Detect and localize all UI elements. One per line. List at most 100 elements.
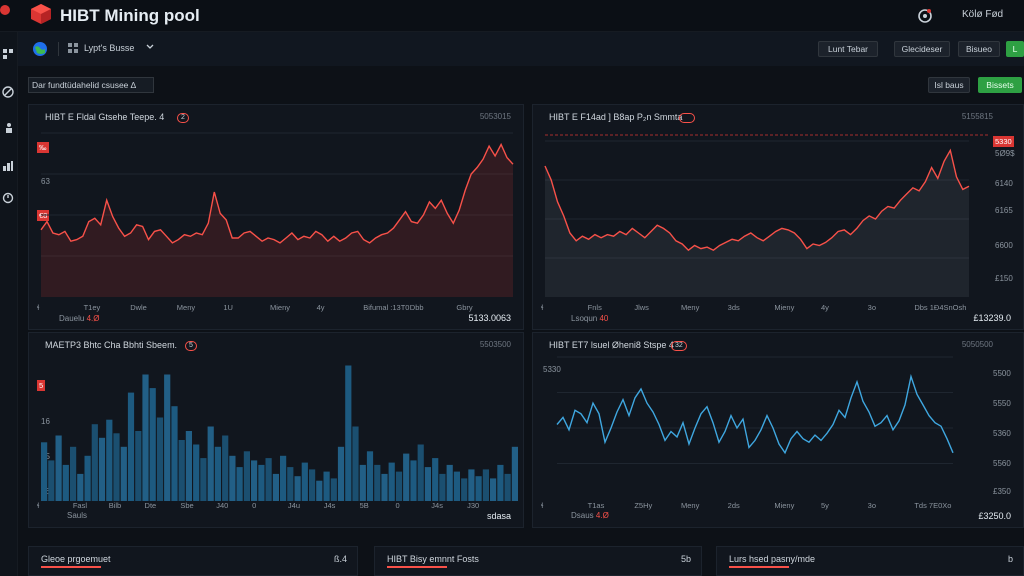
y-tick: 16 <box>41 417 50 426</box>
volume-bar <box>352 426 359 501</box>
panel-meta: 5503500 <box>479 340 511 349</box>
series-line <box>544 148 970 252</box>
volume-bar <box>149 388 156 501</box>
filter-bar: Dar fundtüdahelid csusee ∆ Isl baus Biss… <box>18 68 1024 102</box>
y-tick: 5360 <box>993 429 1011 438</box>
panel-badge: 2 <box>177 113 189 123</box>
volume-bar <box>171 406 178 501</box>
x-tick-label: T1ey <box>83 303 101 312</box>
x-tick-label: 3o <box>867 501 876 510</box>
volume-bar <box>330 478 337 501</box>
profile-link[interactable]: Kölø Fød <box>962 9 1004 20</box>
toolbar-button-4[interactable]: L <box>1006 41 1024 57</box>
x-tick-label: J4s <box>323 501 336 510</box>
volume-bar <box>359 464 366 501</box>
x-tick-label: J4u <box>287 501 301 510</box>
x-tick-label: 3o <box>867 303 876 312</box>
sidebar-compass-icon[interactable] <box>2 86 14 98</box>
volume-bar <box>446 464 453 501</box>
volume-bar <box>410 460 417 501</box>
chevron-down-icon[interactable] <box>146 43 154 51</box>
toolbar-button-3[interactable]: Bisueo <box>958 41 1000 57</box>
y-tick: 6165 <box>995 206 1013 215</box>
y-marker: ‰ <box>37 142 49 153</box>
x-tick-label: Dwle <box>130 303 147 312</box>
toolbar-divider <box>58 42 59 56</box>
volume-bar <box>468 469 475 501</box>
volume-bar <box>432 458 439 501</box>
globe-icon[interactable] <box>32 41 48 57</box>
filter-button-1[interactable]: Isl baus <box>928 77 970 93</box>
volume-bar <box>417 444 424 501</box>
y-tick: 63 <box>41 177 50 186</box>
x-tick-label: Dbb <box>409 303 424 312</box>
panel-footer: ɬ Fasl Bilb Dte Sbe J40 0 J4u J4s 5B 0 J4s J30 Sauls… <box>29 499 523 527</box>
sidebar-clock-icon[interactable] <box>2 192 14 204</box>
footer-value: sdasa <box>486 511 511 521</box>
volume-bar <box>178 440 185 501</box>
x-tick-label: Tds 7E0Xo <box>914 501 952 510</box>
settings-icon[interactable] <box>916 7 934 25</box>
volume-bar <box>41 442 48 501</box>
x-tick-label: ɬ <box>541 303 544 312</box>
sidebar-grid-icon[interactable] <box>2 48 14 60</box>
chart-panel-2: HIBT E F14ad ] B8ap P₂n Smmta 5155815 53… <box>532 104 1024 330</box>
x-tick-label: Fasl <box>72 501 88 510</box>
footer-sub-label: Lsoqun <box>571 314 598 323</box>
x-tick-label: Meny <box>681 501 700 510</box>
price-line-chart <box>544 134 989 297</box>
card-value: b <box>1007 554 1013 564</box>
card-underline <box>387 566 447 568</box>
x-tick-label: Mieny <box>774 303 795 312</box>
hashrate-line-chart <box>556 356 954 464</box>
volume-bar <box>113 433 120 501</box>
card-value: ß.4 <box>333 554 347 564</box>
volume-bar <box>403 453 410 501</box>
x-tick-label: Meny <box>681 303 700 312</box>
card-title: Gleoe prgoemuet <box>41 554 111 564</box>
y-tick: 5Ø9$ <box>995 149 1015 158</box>
volume-bar-chart <box>41 365 518 501</box>
footer-sub-change: 4.Ø <box>86 314 100 323</box>
filter-chip[interactable]: Dar fundtüdahelid csusee ∆ <box>28 77 154 93</box>
toolbar: Lypt's Busse Lunt Tebar Glecideser Bisue… <box>18 32 1024 66</box>
series-line <box>556 373 954 455</box>
panel-footer: ɬ T1ey Dwle Meny 1U Mieny 4y Bifumal :13T0 Dbb Gb… <box>29 301 523 329</box>
toolbar-button-1[interactable]: Lunt Tebar <box>818 41 878 57</box>
bottom-card-3[interactable]: Lurs hsed pasny/mde b <box>716 546 1024 576</box>
chart-panel-4: HIBT ET7 lsuel Øheni8 Stspe 4 32 5050500… <box>532 332 1024 528</box>
status-dot-icon <box>0 5 10 15</box>
volume-bar <box>301 462 308 501</box>
filter-button-2[interactable]: Bissets <box>978 77 1022 93</box>
volume-bar <box>323 471 330 501</box>
bottom-card-2[interactable]: HIBT Bisy emnnt Fosts 5b <box>374 546 702 576</box>
volume-bar <box>185 431 192 501</box>
panel-meta: 5050500 <box>961 340 993 349</box>
card-underline <box>41 566 101 568</box>
volume-bar <box>222 435 229 501</box>
volume-bar <box>265 458 272 501</box>
toolbar-button-2[interactable]: Glecideser <box>894 41 950 57</box>
footer-sub-label: Dauelu <box>59 314 85 323</box>
volume-bar <box>272 473 279 501</box>
sidebar-user-icon[interactable] <box>2 122 14 134</box>
volume-bar <box>200 458 207 501</box>
volume-bar <box>424 467 431 501</box>
x-tick-label: Z5Hy <box>634 501 653 510</box>
volume-bar <box>453 471 460 501</box>
volume-bar <box>62 464 69 501</box>
pool-select[interactable]: Lypt's Busse <box>84 43 135 53</box>
sidebar-chart-icon[interactable] <box>2 160 14 172</box>
x-tick-label: 0 <box>395 501 400 510</box>
volume-bar <box>106 419 113 501</box>
footer-sub: Dauelu 4.Ø <box>59 314 100 323</box>
volume-bar <box>309 469 316 501</box>
bottom-card-1[interactable]: Gleoe prgoemuet ß.4 <box>28 546 358 576</box>
volume-bar <box>258 464 265 501</box>
footer-sub-label: Dsaus <box>571 511 594 520</box>
grid-icon[interactable] <box>68 43 78 53</box>
y-tick: 6600 <box>995 241 1013 250</box>
volume-bar <box>120 446 127 501</box>
volume-bar <box>461 478 468 501</box>
x-tick-label: ɬ <box>37 501 40 510</box>
